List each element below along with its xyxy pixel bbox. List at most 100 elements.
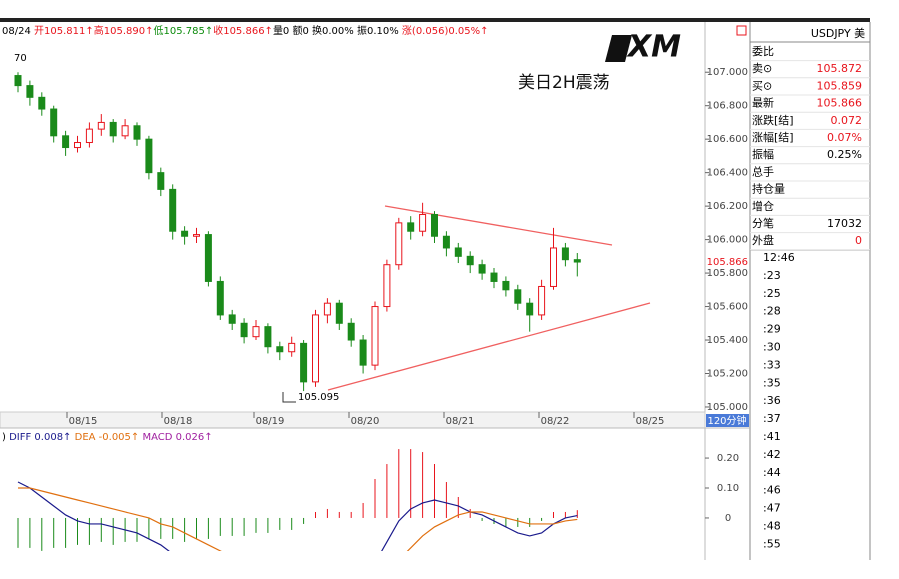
quote-label: 涨跌[结] <box>752 113 794 127</box>
xm-logo: XM <box>605 30 681 65</box>
logo-text: XM <box>626 30 681 65</box>
candle-body <box>502 280 510 291</box>
diff-line <box>17 481 578 551</box>
candle-body <box>252 326 260 338</box>
tick-time: :28 <box>763 305 781 318</box>
tick-time: :29 <box>763 323 781 336</box>
quote-label: 买⊙ <box>752 79 772 92</box>
tick-time: :48 <box>763 520 781 533</box>
candle-body <box>490 272 498 282</box>
quote-label: 委比 <box>752 45 774 58</box>
price-tick-label: 105.400 <box>707 335 748 346</box>
header-segment: 量0 额0 换0.00% 振0.10% <box>273 24 402 37</box>
header-segment: 高105.890↑ <box>94 24 154 37</box>
tick-time: :35 <box>763 376 781 389</box>
price-tick-label: 106.000 <box>707 235 748 246</box>
candle-body <box>14 75 22 87</box>
header-segment: 08/24 <box>2 26 34 37</box>
quote-value: 0.072 <box>831 114 863 127</box>
quote-label: 卖⊙ <box>752 62 772 75</box>
quote-label: 最新 <box>752 96 774 110</box>
quote-label: 分笔 <box>752 216 774 230</box>
macd-header: ) DIFF 0.008↑ DEA -0.005↑ MACD 0.026↑ <box>2 432 213 443</box>
tick-time: :23 <box>763 269 781 282</box>
price-tick-label: 105.000 <box>707 402 748 413</box>
price-tick-label: 107.000 <box>707 67 748 78</box>
candle-body <box>514 289 522 304</box>
tick-time: :47 <box>763 502 781 515</box>
candle-body <box>145 138 153 174</box>
candle-body <box>204 234 212 282</box>
price-tick-label: 105.800 <box>707 268 748 279</box>
low-label: 105.095 <box>298 392 339 403</box>
quote-label: 增仓 <box>752 199 774 213</box>
dea-line <box>18 487 578 551</box>
top-bar <box>0 18 870 22</box>
period-box[interactable] <box>706 414 749 427</box>
candle-body <box>62 135 70 149</box>
candle-body <box>526 302 534 316</box>
tick-time: :44 <box>763 466 781 479</box>
candle-body <box>383 264 391 308</box>
annotation: 美日2H震荡 <box>518 73 610 93</box>
period-label[interactable]: 120分钟 <box>707 414 746 427</box>
time-label: 08/19 <box>256 416 285 427</box>
candle-body <box>26 85 34 98</box>
candle-body <box>395 222 403 266</box>
tick-time: :36 <box>763 394 781 407</box>
corner-label: 70 <box>14 53 27 64</box>
tick-time: :33 <box>763 358 781 371</box>
candle-body <box>466 255 474 266</box>
header-segment: MACD 0.026↑ <box>142 432 212 443</box>
header-segment: 低105.785↑ <box>153 24 213 37</box>
price-tick-label: 106.200 <box>707 201 748 212</box>
candle-body <box>323 302 331 316</box>
candle-body <box>573 259 581 263</box>
last-price-label: 105.866 <box>707 257 748 268</box>
candle-body <box>288 342 296 353</box>
quote-value: 105.872 <box>817 62 863 75</box>
candle-body <box>85 128 93 144</box>
candle-body <box>407 222 415 232</box>
candle-body <box>347 322 355 341</box>
time-label: 08/20 <box>351 416 380 427</box>
quote-value: 105.859 <box>817 79 863 92</box>
quote-value: 0 <box>855 234 862 247</box>
quote-value: 105.866 <box>817 97 863 110</box>
candles <box>14 72 581 392</box>
candle-body <box>419 213 427 232</box>
tick-time: :25 <box>763 287 781 300</box>
candle-body <box>371 306 379 366</box>
candle-body <box>50 108 58 137</box>
price-tick-label: 106.600 <box>707 134 748 145</box>
candle-body <box>300 342 308 383</box>
header-segment: 涨(0.056)0.05%↑ <box>402 25 489 37</box>
trend-line <box>327 302 651 391</box>
candle-body <box>74 142 81 149</box>
candle-body <box>181 230 189 237</box>
header-segment: ) <box>2 432 9 443</box>
candle-body <box>240 322 248 338</box>
candle-body <box>538 285 546 316</box>
trend-line <box>384 205 613 246</box>
candle-body <box>561 247 569 261</box>
price-tick-label: 106.800 <box>707 101 748 112</box>
tick-time: :46 <box>763 484 781 497</box>
header-segment: 收105.866↑ <box>213 24 273 37</box>
price-tick-label: 105.600 <box>707 302 748 313</box>
candle-body <box>38 96 46 110</box>
candle-body <box>228 314 236 324</box>
quote-value: 0.07% <box>827 131 862 144</box>
low-marker <box>282 392 296 403</box>
time-label: 08/22 <box>541 416 570 427</box>
candle-body <box>442 235 450 249</box>
price-tick-label: 106.400 <box>707 168 748 179</box>
tick-time: :30 <box>763 341 781 354</box>
tick-time: :41 <box>763 430 781 443</box>
candle-body <box>276 346 284 353</box>
candle-body <box>193 234 200 237</box>
window-icon[interactable] <box>736 25 747 36</box>
header-segment: DEA -0.005↑ <box>75 432 143 443</box>
candle-body <box>169 188 177 232</box>
